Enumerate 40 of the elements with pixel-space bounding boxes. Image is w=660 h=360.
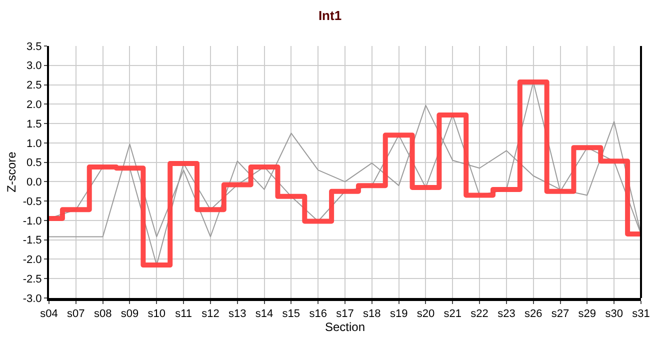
y-tick-label: 3.0 [26, 60, 42, 72]
x-tick-label: s27 [551, 308, 570, 320]
x-tick-label: s31 [632, 308, 650, 320]
y-tick-label: 1.0 [26, 138, 42, 150]
x-tick-label: s23 [498, 308, 516, 320]
y-tick-label: -0.5 [22, 196, 42, 208]
x-tick-label: s09 [120, 308, 139, 320]
y-axis-title: Z-score [4, 151, 19, 192]
y-tick-label: -2.5 [22, 273, 42, 286]
x-tick-label: s17 [336, 308, 354, 320]
y-tick-label: -2.0 [22, 254, 42, 266]
y-tick-label: -1.0 [22, 215, 42, 228]
x-tick-label: s20 [416, 308, 435, 320]
x-tick-label: s29 [578, 308, 596, 320]
y-tick-label: 3.5 [26, 40, 42, 53]
x-axis-title: Section [324, 320, 366, 334]
x-tick-label: s12 [202, 308, 220, 320]
y-tick-label: 1.5 [26, 118, 42, 130]
x-tick-label: s21 [444, 308, 462, 320]
x-tick-label: s07 [67, 308, 85, 320]
x-tick-label: s08 [94, 308, 112, 320]
x-tick-label: s30 [605, 308, 623, 320]
y-tick-label: 2.5 [26, 80, 42, 92]
x-tick-label: s18 [363, 308, 381, 320]
y-tick-label: 2.0 [26, 99, 42, 111]
x-tick-label: s26 [524, 308, 542, 320]
x-tick-label: s10 [148, 308, 166, 320]
x-tick-label: s11 [175, 308, 192, 320]
y-tick-label: -3.0 [22, 292, 42, 305]
x-tick-label: s14 [255, 308, 274, 320]
y-tick-label: 0.5 [26, 157, 42, 170]
y-tick-label: 0.0 [26, 176, 42, 189]
chart-title: Int1 [318, 8, 342, 23]
x-tick-label: s22 [470, 308, 488, 320]
x-tick-label: s15 [282, 308, 300, 320]
x-tick-label: s13 [228, 308, 246, 320]
y-tick-label: -1.5 [22, 234, 42, 247]
x-tick-label: s19 [390, 308, 408, 320]
x-tick-label: s04 [40, 308, 58, 320]
x-tick-label: s16 [309, 308, 327, 320]
